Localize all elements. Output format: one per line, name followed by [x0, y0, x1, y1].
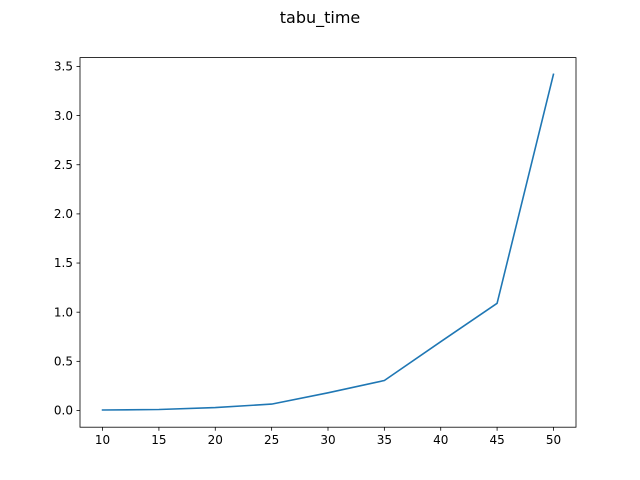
y-tick-label: 1.0	[54, 305, 73, 319]
x-tick-label: 30	[320, 433, 335, 447]
x-tick-label: 35	[377, 433, 392, 447]
x-tick-label: 10	[95, 433, 110, 447]
axes-frame	[79, 57, 577, 428]
y-tick-label: 2.0	[54, 207, 73, 221]
plot-area	[101, 73, 555, 411]
y-tick-label: 1.5	[54, 256, 73, 270]
x-tick-label: 45	[489, 433, 504, 447]
series-line	[101, 73, 555, 411]
y-tick-label: 2.5	[54, 158, 73, 172]
axes: 10 15 20 25 30 35 40 45 50 0.0 0.5 1.0 1.5 2.0 2.5 3.0 3…	[54, 60, 561, 448]
y-tick-label: 3.5	[54, 60, 73, 74]
chart-title: tabu_time	[280, 8, 361, 28]
x-tick-label: 25	[264, 433, 279, 447]
x-tick-label: 50	[546, 433, 561, 447]
y-tick-label: 3.0	[54, 109, 73, 123]
y-tick-label: 0.5	[54, 355, 73, 369]
x-tick-label: 15	[151, 433, 166, 447]
x-tick-label: 40	[433, 433, 448, 447]
x-tick-label: 20	[208, 433, 223, 447]
y-tick-label: 0.0	[54, 404, 73, 418]
